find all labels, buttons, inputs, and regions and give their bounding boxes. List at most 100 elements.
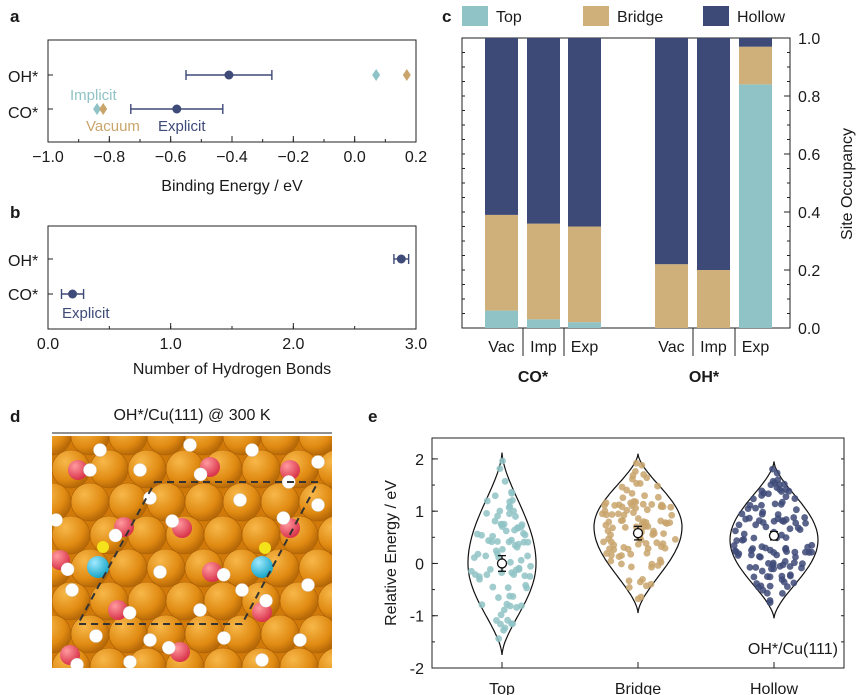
violin-point-top [526,573,534,580]
copper-atom [317,516,332,554]
copper-atom [108,614,148,654]
violin-point-hollow [785,487,793,495]
hydrogen-atom [311,498,325,512]
violin-point-top [520,529,527,537]
violin-point-hollow [763,589,771,597]
mean-marker [632,527,644,539]
legend-label-hollow: Hollow [737,9,785,26]
panel-a-chart: OH* CO* Binding Energy / eV Implicit Vac… [8,39,427,195]
violin-point-bridge [642,539,650,547]
violin-point-bridge [643,506,651,514]
copper-atom [280,384,318,422]
violin-point-top [499,457,506,465]
violin-point-bridge [642,582,650,590]
bar-segment-bridge [527,223,560,320]
copper-atom [298,436,332,456]
y-tick-label: 0.6 [798,147,820,164]
violin-point-bridge [619,516,626,524]
violin-point-top [493,617,500,624]
bar-segment-hollow [697,38,730,270]
panel-d-title: OH*/Cu(111) @ 300 K [113,407,270,424]
violin-point-top [521,572,529,580]
bar-segment-hollow [527,38,560,224]
violin-point-hollow [774,515,782,523]
panel-b-xlabel: Number of Hydrogen Bonds [133,361,331,378]
yellow-marker [97,541,109,553]
data-point-vacuum [99,103,108,115]
violin-point-top [473,530,481,538]
copper-atom [203,515,243,555]
violin-point-hollow [771,500,779,508]
hydrogen-atom [233,493,247,507]
violin-point-bridge [624,545,632,553]
violin-point-top [483,509,491,517]
violin-point-hollow [792,506,800,514]
x-category-label: Imp [700,339,727,356]
y-tick-label: 0.2 [798,263,820,280]
cyan-atom [87,556,109,578]
hydrogen-atom [255,653,269,667]
hydrogen-atom [193,603,207,617]
violin-point-top [470,554,478,562]
violin-point-top [527,562,534,570]
x-category-label: Bridge [615,681,661,695]
violin-point-top [491,517,499,525]
hydrogen-atom [301,578,315,592]
hydrogen-atom [133,463,147,477]
legend-swatch-hollow [703,6,729,26]
copper-atom [299,681,337,695]
violin-point-top [500,626,507,634]
violin-point-top [489,583,497,591]
violin-point-bridge [611,501,619,509]
panel-a-letter: a [10,7,20,26]
violin-point-bridge [657,503,665,510]
violin-point-hollow [791,495,799,502]
violin-point-hollow [778,572,786,580]
violin-point-hollow [750,534,758,542]
violin-point-top [504,616,512,624]
data-point-implicit [93,103,102,115]
violin-point-top [508,488,515,496]
violin-point-bridge [621,523,629,531]
violin-point-bridge [607,557,615,565]
panel-c-group-co: CO* [518,369,549,386]
violin-point-hollow [782,534,790,542]
violin-point-bridge [628,489,636,497]
violin-point-top [483,571,491,579]
violin-point-top [501,477,509,485]
violin-point-hollow [748,551,755,559]
violin-point-bridge [607,538,615,546]
copper-atom [261,681,299,695]
x-category-label: Vac [488,339,514,356]
violin-point-bridge [630,509,637,517]
violin-point-hollow [790,559,798,567]
violin-point-hollow [808,548,816,556]
violin-point-top [502,527,510,535]
copper-atom [337,483,375,521]
violin-point-bridge [634,540,642,548]
violin-point-top [475,573,483,581]
panel-c-group-oh: OH* [689,369,720,386]
violin-point-bridge [657,543,665,550]
hydrogen-atom [153,565,167,579]
panel-b-annot-explicit: Explicit [62,305,110,322]
yellow-marker [259,542,271,554]
violin-point-hollow [774,476,782,484]
violin-point-hollow [749,545,757,552]
hydrogen-atom [183,438,197,452]
violin-point-bridge [644,545,652,552]
panel-b-ylabel-co: CO* [8,287,38,304]
violin-point-bridge [600,538,607,546]
hydrogen-atom [276,511,291,525]
violin-point-hollow [750,495,757,503]
hydrogen-atom [93,443,107,457]
violin-outline-top [467,452,537,655]
violin-point-hollow [794,524,802,532]
violin-point-top [504,584,512,592]
violin-point-bridge [607,531,614,539]
violin-point-top [494,538,501,545]
copper-atom [108,436,148,456]
violin-point-bridge [648,501,656,508]
violin-point-hollow [801,514,809,521]
copper-atom [146,548,186,588]
